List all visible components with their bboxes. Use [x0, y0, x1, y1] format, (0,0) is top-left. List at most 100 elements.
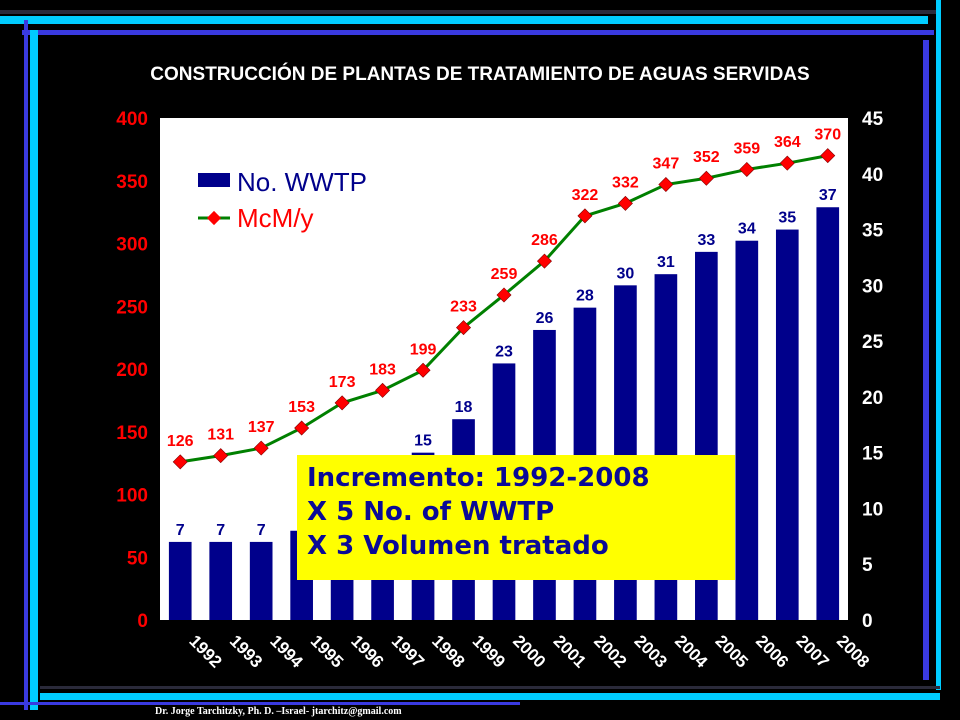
bar-label-2007: 35 — [778, 210, 796, 227]
line-label-2002: 322 — [572, 187, 599, 204]
x-tick-1992: 1992 — [185, 631, 225, 671]
bar-label-2002: 28 — [576, 288, 594, 305]
line-label-1994: 137 — [248, 419, 275, 436]
bar-1992 — [168, 541, 192, 620]
frame-left-teal — [30, 30, 38, 710]
right-tick-45: 45 — [862, 109, 884, 130]
left-tick-400: 400 — [116, 109, 148, 130]
left-tick-100: 100 — [116, 486, 148, 507]
right-tick-15: 15 — [862, 444, 884, 465]
line-point-2000 — [496, 287, 512, 303]
line-label-1996: 173 — [329, 374, 356, 391]
bar-label-2004: 31 — [657, 254, 675, 271]
bar-2006 — [735, 240, 759, 620]
frame-top-blue — [22, 30, 934, 35]
right-tick-10: 10 — [862, 499, 883, 520]
line-point-2003 — [617, 195, 633, 211]
line-label-2007: 364 — [774, 134, 801, 151]
line-label-1999: 233 — [450, 299, 477, 316]
left-tick-350: 350 — [116, 172, 148, 193]
right-tick-20: 20 — [862, 388, 883, 409]
right-tick-30: 30 — [862, 276, 883, 297]
line-label-2004: 347 — [653, 156, 680, 173]
legend-line-label: McM/y — [237, 203, 314, 233]
line-label-2000: 259 — [491, 266, 518, 283]
bar-label-2008: 37 — [819, 187, 837, 204]
line-point-2007 — [779, 155, 795, 171]
x-tick-2006: 2006 — [752, 631, 792, 671]
line-label-2008: 370 — [814, 127, 841, 144]
right-tick-5: 5 — [862, 555, 873, 576]
x-tick-1996: 1996 — [347, 631, 387, 671]
x-tick-2002: 2002 — [590, 631, 630, 671]
line-point-2001 — [536, 253, 552, 269]
left-tick-250: 250 — [116, 297, 148, 318]
line-label-1993: 131 — [207, 427, 234, 444]
frame-right-blue — [923, 40, 929, 680]
bar-label-2003: 30 — [617, 265, 635, 282]
line-label-1998: 199 — [410, 341, 437, 358]
line-point-1995 — [294, 420, 310, 436]
x-tick-2007: 2007 — [792, 631, 832, 671]
x-tick-1995: 1995 — [307, 631, 347, 671]
legend-bar-swatch — [198, 173, 230, 187]
left-tick-200: 200 — [116, 360, 148, 381]
line-label-1992: 126 — [167, 433, 194, 450]
bar-label-1994: 7 — [257, 522, 266, 539]
bar-label-2000: 23 — [495, 343, 513, 360]
x-tick-1993: 1993 — [226, 631, 266, 671]
line-point-1993 — [213, 448, 229, 464]
line-label-2005: 352 — [693, 149, 720, 166]
left-tick-50: 50 — [127, 548, 148, 569]
bar-label-1999: 18 — [455, 399, 473, 416]
bar-2007 — [775, 229, 799, 621]
x-tick-2000: 2000 — [509, 631, 549, 671]
line-point-2005 — [698, 170, 714, 186]
line-label-1995: 153 — [288, 399, 315, 416]
x-tick-1997: 1997 — [388, 631, 428, 671]
right-tick-35: 35 — [862, 221, 884, 242]
frame-right-teal — [936, 0, 941, 690]
frame-top-teal — [0, 16, 928, 24]
bar-2008 — [816, 207, 840, 620]
frame-bottom-dark — [40, 686, 940, 689]
line-point-2008 — [820, 148, 836, 164]
bar-label-1992: 7 — [176, 522, 185, 539]
footer-credit: Dr. Jorge Tarchitzky, Ph. D. –Israel- jt… — [155, 706, 402, 717]
line-label-2001: 286 — [531, 232, 558, 249]
frame-left-blue — [24, 20, 28, 710]
bar-1993 — [209, 541, 233, 620]
callout-line-2: X 5 No. of WWTP — [307, 497, 555, 527]
x-tick-1999: 1999 — [469, 631, 509, 671]
legend-marker-swatch — [206, 210, 222, 226]
callout-box: Incremento: 1992-2008 X 5 No. of WWTP X … — [297, 455, 735, 580]
x-tick-2003: 2003 — [631, 631, 671, 671]
line-point-1996 — [334, 395, 350, 411]
right-tick-40: 40 — [862, 165, 883, 186]
legend: No. WWTP McM/y — [198, 167, 367, 233]
x-tick-1994: 1994 — [266, 631, 307, 672]
x-tick-2008: 2008 — [833, 631, 873, 671]
left-tick-0: 0 — [137, 611, 148, 632]
line-point-2002 — [577, 208, 593, 224]
line-point-1997 — [375, 382, 391, 398]
line-point-1998 — [415, 362, 431, 378]
x-tick-2005: 2005 — [712, 631, 752, 671]
frame-top-dark — [0, 10, 940, 14]
callout-line-3: X 3 Volumen tratado — [307, 531, 609, 561]
line-point-1999 — [456, 320, 472, 336]
legend-bar-label: No. WWTP — [237, 167, 367, 197]
bar-label-2001: 26 — [536, 310, 554, 327]
bar-label-1993: 7 — [216, 522, 225, 539]
frame-bottom-blue — [0, 702, 520, 705]
bar-1994 — [249, 541, 273, 620]
bar-label-2006: 34 — [738, 221, 756, 238]
left-tick-150: 150 — [116, 423, 148, 444]
line-point-1994 — [253, 440, 269, 456]
line-label-1997: 183 — [369, 361, 396, 378]
x-tick-1998: 1998 — [428, 631, 468, 671]
line-label-2003: 332 — [612, 174, 639, 191]
bar-label-1998: 15 — [414, 433, 432, 450]
left-tick-300: 300 — [116, 235, 148, 256]
